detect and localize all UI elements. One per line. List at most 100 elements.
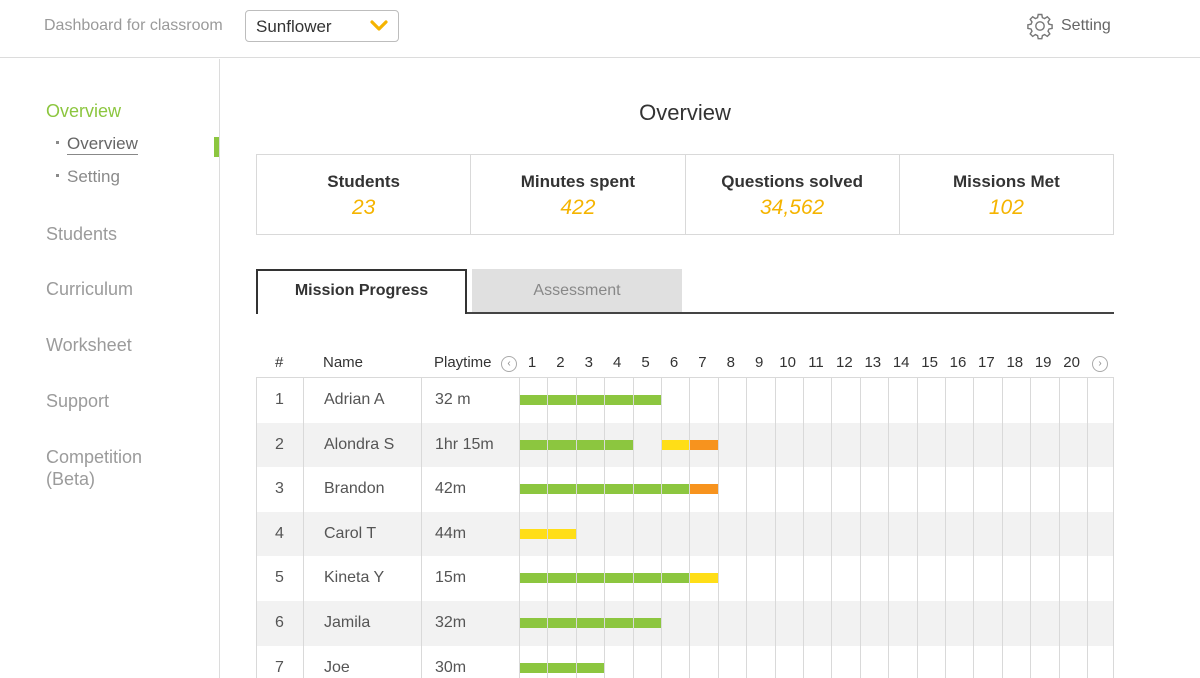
grid-line: [917, 378, 918, 678]
table-row[interactable]: 3 Brandon 42m: [257, 467, 1113, 512]
stats-panel: Students 23 Minutes spent 422 Questions …: [256, 154, 1114, 235]
mission-number-header: 7: [698, 354, 707, 371]
grid-line: [1087, 378, 1088, 678]
page-title: Overview: [639, 100, 731, 125]
sidebar-item-competition[interactable]: Competition (Beta): [46, 447, 143, 489]
grid-line: [421, 378, 422, 678]
grid-line: [831, 378, 832, 678]
mission-number-header: 10: [779, 354, 796, 371]
student-name: Carol T: [324, 524, 377, 542]
mission-progress-table: 1 Adrian A 32 m 2 Alondra S 1hr 15m 3 Brandon 42…: [256, 377, 1114, 678]
stat-questions: Questions solved 34,562: [686, 155, 900, 234]
grid-line: [604, 378, 605, 678]
stat-label: Questions solved: [721, 172, 863, 191]
grid-line: [1030, 378, 1031, 678]
mission-number-header: 9: [755, 354, 764, 371]
progress-bar-complete: [519, 618, 661, 628]
row-number: 1: [275, 391, 284, 408]
table-row[interactable]: 5 Kineta Y 15m: [257, 556, 1113, 601]
mission-number-header: 8: [726, 354, 735, 371]
student-name: Brandon: [324, 480, 385, 498]
mission-number-header: 2: [556, 354, 565, 371]
row-number: 4: [275, 524, 284, 542]
mission-number-header: 14: [892, 354, 910, 371]
bullet: [56, 174, 59, 178]
chevron-down-icon: [370, 20, 388, 31]
table-row[interactable]: 6 Jamila 32m: [257, 601, 1113, 646]
header-name: Name: [323, 354, 364, 371]
sidebar-item-support[interactable]: Support: [46, 391, 110, 411]
grid-line: [633, 378, 634, 678]
sidebar-item-curriculum[interactable]: Curriculum: [46, 279, 134, 299]
student-name: Alondra S: [324, 435, 395, 453]
table-row[interactable]: 7 Joe 30m: [257, 646, 1113, 678]
playtime-value: 32m: [435, 614, 467, 631]
playtime-value: 32 m: [435, 391, 471, 408]
grid-line: [519, 378, 520, 678]
sidebar-subitem-setting[interactable]: Setting: [56, 167, 120, 187]
grid-line: [547, 378, 548, 678]
grid-line: [1059, 378, 1060, 678]
grid-line: [718, 378, 719, 678]
gear-icon: [1027, 13, 1053, 40]
student-name: Kineta Y: [324, 569, 385, 587]
row-number: 3: [275, 480, 284, 498]
scroll-left-icon[interactable]: ‹: [501, 356, 517, 372]
table-header: # Name Playtime ‹ 1 2 3 4 5 6 7 8 9 10 11 12 13 14 15 1…: [0, 354, 1200, 374]
stat-students: Students 23: [257, 155, 472, 234]
mission-number-header: 17: [978, 354, 995, 371]
stat-missions: Missions Met 102: [900, 155, 1113, 234]
mission-number-header: 20: [1063, 354, 1080, 371]
table-row[interactable]: 2 Alondra S 1hr 15m: [257, 422, 1113, 468]
grid-line: [689, 378, 690, 678]
grid-line: [973, 378, 974, 678]
bullet: [56, 141, 59, 145]
progress-bar-in-progress: [661, 439, 690, 450]
grid-line: [888, 378, 889, 678]
tab-assessment[interactable]: Assessment: [472, 269, 682, 312]
progress-bar-complete: [519, 439, 633, 450]
table-row[interactable]: 4 Carol T 44m: [257, 511, 1113, 557]
stat-minutes: Minutes spent 422: [471, 155, 686, 234]
grid-line: [803, 378, 804, 678]
progress-bar-complete: [519, 395, 661, 405]
stat-value: 422: [560, 196, 596, 219]
active-indicator: [214, 137, 219, 157]
sidebar-item-worksheet[interactable]: Worksheet: [46, 335, 132, 355]
grid-line: [576, 378, 577, 678]
stat-value: 34,562: [760, 196, 825, 219]
sidebar-item-overview[interactable]: Overview: [46, 101, 122, 121]
grid-line: [775, 378, 776, 678]
grid-line: [303, 378, 304, 678]
classroom-select[interactable]: Sunflower: [245, 10, 399, 42]
mission-number-header: 12: [836, 354, 853, 371]
sidebar-item-students[interactable]: Students: [46, 224, 118, 244]
setting-label: Setting: [1061, 17, 1111, 34]
grid-line: [1002, 378, 1003, 678]
top-bar: Dashboard for classroom Sunflower Settin…: [0, 0, 1200, 58]
dashboard-label: Dashboard for classroom: [44, 17, 223, 34]
progress-bar-struggling: [689, 439, 718, 450]
row-number: 5: [275, 569, 284, 587]
stat-value: 102: [988, 196, 1024, 219]
header-number: #: [275, 354, 284, 371]
row-number: 2: [275, 435, 284, 453]
table-row[interactable]: 1 Adrian A 32 m: [257, 378, 1113, 423]
row-number: 6: [275, 614, 284, 631]
mission-number-header: 3: [584, 354, 593, 371]
tab-mission-progress[interactable]: Mission Progress: [256, 269, 467, 314]
playtime-value: 15m: [435, 569, 467, 587]
student-name: Jamila: [324, 614, 371, 631]
header-playtime: Playtime: [434, 354, 492, 371]
sidebar-subitem-label: Overview: [67, 134, 138, 155]
grid-line: [746, 378, 747, 678]
scroll-right-icon[interactable]: ›: [1092, 356, 1108, 372]
sidebar-subitem-overview[interactable]: Overview: [56, 134, 138, 155]
tabs-underline: [256, 312, 1114, 314]
playtime-value: 44m: [435, 524, 467, 542]
row-number: 7: [275, 658, 284, 676]
sidebar-subitem-label: Setting: [67, 167, 120, 186]
student-name: Adrian A: [324, 391, 385, 408]
progress-bar-in-progress: [689, 573, 718, 584]
stat-label: Students: [327, 172, 400, 191]
